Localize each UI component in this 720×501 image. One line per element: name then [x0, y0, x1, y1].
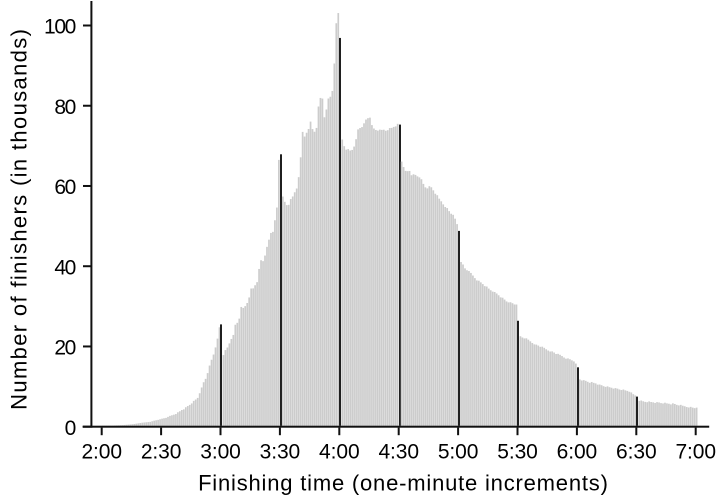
svg-text:80: 80: [54, 96, 75, 119]
svg-text:5:30: 5:30: [497, 440, 537, 463]
svg-text:6:00: 6:00: [557, 440, 597, 463]
svg-text:3:00: 3:00: [200, 440, 240, 463]
svg-text:5:00: 5:00: [438, 440, 478, 463]
svg-text:4:30: 4:30: [378, 440, 418, 463]
svg-text:100: 100: [44, 16, 76, 39]
svg-text:7:00: 7:00: [675, 440, 715, 463]
svg-text:60: 60: [54, 176, 75, 199]
svg-text:0: 0: [65, 417, 76, 440]
svg-text:4:00: 4:00: [319, 440, 359, 463]
svg-text:20: 20: [54, 337, 75, 360]
svg-text:Number of finishers (in thousa: Number of finishers (in thousands): [7, 28, 32, 410]
svg-text:2:30: 2:30: [141, 440, 181, 463]
svg-text:6:30: 6:30: [616, 440, 656, 463]
svg-text:3:30: 3:30: [260, 440, 300, 463]
svg-text:2:00: 2:00: [81, 440, 121, 463]
svg-text:40: 40: [54, 256, 75, 279]
svg-text:Finishing time (one-minute inc: Finishing time (one-minute increments): [198, 471, 609, 496]
